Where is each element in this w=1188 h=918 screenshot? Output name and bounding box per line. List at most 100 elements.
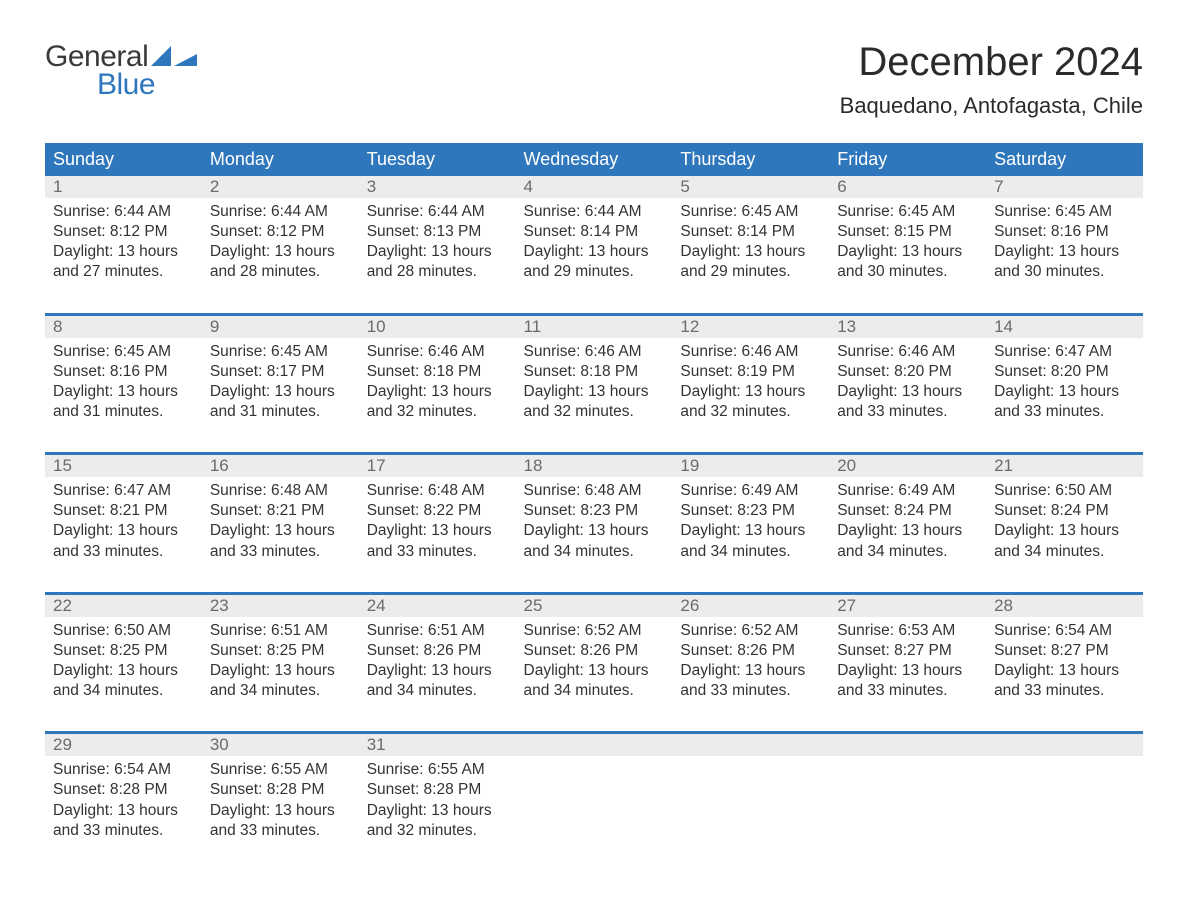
daylight-text: Daylight: 13 hours xyxy=(53,242,194,262)
sunrise-text: Sunrise: 6:51 AM xyxy=(210,621,351,641)
day-cell: Sunrise: 6:45 AMSunset: 8:16 PMDaylight:… xyxy=(45,338,202,453)
day-cell: Sunrise: 6:45 AMSunset: 8:17 PMDaylight:… xyxy=(202,338,359,453)
sunset-text: Sunset: 8:25 PM xyxy=(53,641,194,661)
daylight-text: and 34 minutes. xyxy=(837,542,978,562)
sunrise-text: Sunrise: 6:51 AM xyxy=(367,621,508,641)
sunset-text: Sunset: 8:28 PM xyxy=(210,780,351,800)
day-number: 9 xyxy=(202,316,359,338)
daylight-text: Daylight: 13 hours xyxy=(53,521,194,541)
daylight-text: and 33 minutes. xyxy=(210,821,351,841)
sunset-text: Sunset: 8:19 PM xyxy=(680,362,821,382)
day-cell: Sunrise: 6:52 AMSunset: 8:26 PMDaylight:… xyxy=(516,617,673,732)
daylight-text: Daylight: 13 hours xyxy=(837,661,978,681)
daylight-text: Daylight: 13 hours xyxy=(210,521,351,541)
daylight-text: Daylight: 13 hours xyxy=(210,801,351,821)
sunset-text: Sunset: 8:14 PM xyxy=(680,222,821,242)
sunrise-text: Sunrise: 6:46 AM xyxy=(524,342,665,362)
daylight-text: Daylight: 13 hours xyxy=(994,521,1135,541)
day-number xyxy=(672,734,829,756)
day-number: 30 xyxy=(202,734,359,756)
daylight-text: Daylight: 13 hours xyxy=(210,382,351,402)
location: Baquedano, Antofagasta, Chile xyxy=(840,93,1143,119)
daylight-text: and 34 minutes. xyxy=(524,681,665,701)
sunset-text: Sunset: 8:17 PM xyxy=(210,362,351,382)
sunrise-text: Sunrise: 6:45 AM xyxy=(53,342,194,362)
daylight-text: and 34 minutes. xyxy=(53,681,194,701)
day-number: 14 xyxy=(986,316,1143,338)
logo-word2: Blue xyxy=(97,68,197,102)
day-number: 31 xyxy=(359,734,516,756)
sunrise-text: Sunrise: 6:44 AM xyxy=(524,202,665,222)
sunset-text: Sunset: 8:20 PM xyxy=(994,362,1135,382)
sunset-text: Sunset: 8:26 PM xyxy=(367,641,508,661)
daylight-text: Daylight: 13 hours xyxy=(53,382,194,402)
sunrise-text: Sunrise: 6:44 AM xyxy=(53,202,194,222)
day-number: 25 xyxy=(516,595,673,617)
day-number: 20 xyxy=(829,455,986,477)
day-number: 19 xyxy=(672,455,829,477)
day-number-row: 22232425262728 xyxy=(45,595,1143,617)
daylight-text: and 33 minutes. xyxy=(837,402,978,422)
day-cell: Sunrise: 6:48 AMSunset: 8:23 PMDaylight:… xyxy=(516,477,673,592)
daylight-text: and 31 minutes. xyxy=(53,402,194,422)
daylight-text: Daylight: 13 hours xyxy=(53,801,194,821)
day-cell: Sunrise: 6:55 AMSunset: 8:28 PMDaylight:… xyxy=(202,756,359,849)
day-cell xyxy=(672,756,829,849)
sunset-text: Sunset: 8:28 PM xyxy=(367,780,508,800)
day-number: 3 xyxy=(359,176,516,198)
day-cell: Sunrise: 6:54 AMSunset: 8:28 PMDaylight:… xyxy=(45,756,202,849)
day-cell xyxy=(516,756,673,849)
day-cell: Sunrise: 6:44 AMSunset: 8:14 PMDaylight:… xyxy=(516,198,673,313)
daylight-text: and 30 minutes. xyxy=(994,262,1135,282)
daylight-text: and 34 minutes. xyxy=(994,542,1135,562)
sunrise-text: Sunrise: 6:50 AM xyxy=(994,481,1135,501)
sunset-text: Sunset: 8:16 PM xyxy=(994,222,1135,242)
daylight-text: Daylight: 13 hours xyxy=(524,521,665,541)
sunset-text: Sunset: 8:23 PM xyxy=(524,501,665,521)
day-cell: Sunrise: 6:51 AMSunset: 8:26 PMDaylight:… xyxy=(359,617,516,732)
day-number xyxy=(986,734,1143,756)
day-header: Thursday xyxy=(672,143,829,176)
daylight-text: Daylight: 13 hours xyxy=(367,661,508,681)
daylight-text: and 33 minutes. xyxy=(994,402,1135,422)
sunrise-text: Sunrise: 6:47 AM xyxy=(53,481,194,501)
daylight-text: Daylight: 13 hours xyxy=(367,242,508,262)
daylight-text: Daylight: 13 hours xyxy=(680,242,821,262)
daylight-text: Daylight: 13 hours xyxy=(994,242,1135,262)
sunset-text: Sunset: 8:21 PM xyxy=(53,501,194,521)
day-data-row: Sunrise: 6:54 AMSunset: 8:28 PMDaylight:… xyxy=(45,756,1143,849)
sunrise-text: Sunrise: 6:49 AM xyxy=(680,481,821,501)
sunrise-text: Sunrise: 6:54 AM xyxy=(53,760,194,780)
sunrise-text: Sunrise: 6:46 AM xyxy=(367,342,508,362)
sunset-text: Sunset: 8:16 PM xyxy=(53,362,194,382)
daylight-text: and 33 minutes. xyxy=(53,542,194,562)
day-data-row: Sunrise: 6:45 AMSunset: 8:16 PMDaylight:… xyxy=(45,338,1143,453)
day-number-row: 891011121314 xyxy=(45,316,1143,338)
daylight-text: Daylight: 13 hours xyxy=(524,661,665,681)
day-number-row: 15161718192021 xyxy=(45,455,1143,477)
day-cell: Sunrise: 6:48 AMSunset: 8:22 PMDaylight:… xyxy=(359,477,516,592)
daylight-text: Daylight: 13 hours xyxy=(680,382,821,402)
day-number: 1 xyxy=(45,176,202,198)
day-cell: Sunrise: 6:51 AMSunset: 8:25 PMDaylight:… xyxy=(202,617,359,732)
sunset-text: Sunset: 8:28 PM xyxy=(53,780,194,800)
day-data-row: Sunrise: 6:50 AMSunset: 8:25 PMDaylight:… xyxy=(45,617,1143,732)
daylight-text: and 27 minutes. xyxy=(53,262,194,282)
daylight-text: Daylight: 13 hours xyxy=(524,382,665,402)
daylight-text: Daylight: 13 hours xyxy=(210,661,351,681)
day-cell: Sunrise: 6:53 AMSunset: 8:27 PMDaylight:… xyxy=(829,617,986,732)
daylight-text: and 32 minutes. xyxy=(367,402,508,422)
sunset-text: Sunset: 8:12 PM xyxy=(210,222,351,242)
sunset-text: Sunset: 8:27 PM xyxy=(837,641,978,661)
day-number: 5 xyxy=(672,176,829,198)
day-cell: Sunrise: 6:54 AMSunset: 8:27 PMDaylight:… xyxy=(986,617,1143,732)
sunrise-text: Sunrise: 6:52 AM xyxy=(524,621,665,641)
logo: General Blue xyxy=(45,40,197,102)
daylight-text: Daylight: 13 hours xyxy=(210,242,351,262)
sunrise-text: Sunrise: 6:52 AM xyxy=(680,621,821,641)
sunrise-text: Sunrise: 6:44 AM xyxy=(210,202,351,222)
day-header: Saturday xyxy=(986,143,1143,176)
daylight-text: and 34 minutes. xyxy=(524,542,665,562)
day-cell xyxy=(829,756,986,849)
daylight-text: and 32 minutes. xyxy=(367,821,508,841)
